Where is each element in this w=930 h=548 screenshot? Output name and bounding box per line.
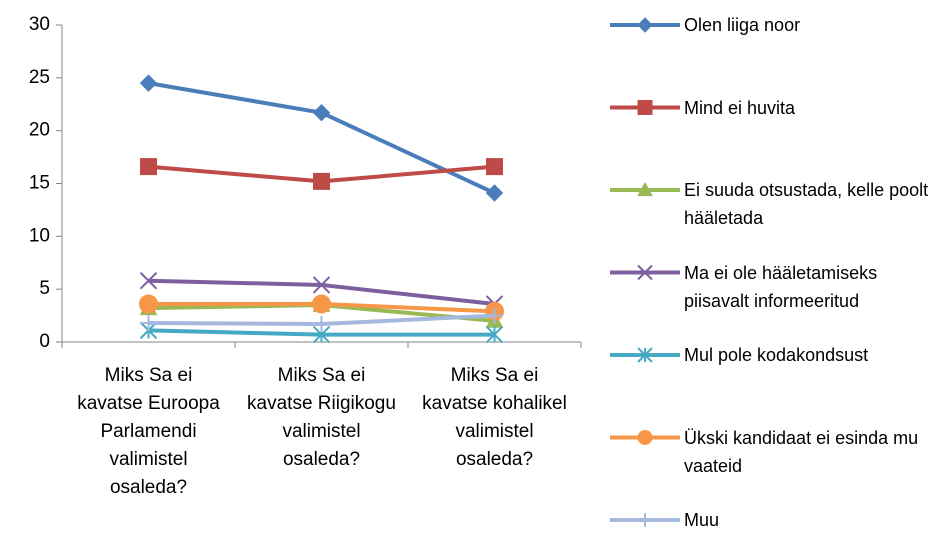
marker (637, 264, 653, 281)
legend-label: Ei suuda otsustada, kelle poolt hääletad… (684, 180, 929, 228)
marker (637, 347, 653, 363)
marker (139, 272, 158, 290)
marker (637, 181, 653, 197)
y-tick-label: 15 (29, 173, 50, 194)
marker (139, 74, 158, 92)
marker (139, 294, 158, 314)
legend-label: Mind ei huvita (684, 97, 796, 118)
marker (140, 314, 157, 331)
marker (312, 294, 331, 314)
legend-label: Mul pole kodakondsust (684, 345, 869, 365)
marker (485, 325, 504, 344)
legend-label: Ükski kandidaat ei esinda mu vaateid (684, 427, 919, 476)
marker (312, 276, 331, 294)
legend-label: Ma ei ole hääletamiseks piisavalt inform… (684, 262, 878, 311)
marker (312, 103, 331, 122)
marker (638, 513, 652, 527)
marker (637, 17, 653, 33)
legend-label: Muu (684, 510, 720, 530)
legend-label: Olen liiga noor (684, 15, 801, 35)
x-tick-label: Miks Sa ei kavatse Riigikogu valimistel … (247, 365, 396, 470)
y-tick-label: 10 (29, 225, 50, 246)
marker (313, 316, 330, 333)
x-tick-label: Miks Sa ei kavatse kohalikel valimistel … (422, 365, 567, 470)
y-tick-label: 0 (39, 331, 50, 352)
marker (486, 158, 503, 176)
y-tick-label: 5 (39, 278, 50, 299)
x-tick-label: Miks Sa ei kavatse Euroopa Parlamendi va… (77, 365, 220, 498)
marker (485, 184, 504, 202)
marker (313, 172, 330, 190)
marker (637, 430, 653, 445)
marker (637, 100, 653, 115)
marker (486, 307, 503, 324)
y-tick-label: 25 (29, 67, 50, 88)
y-tick-label: 30 (29, 14, 50, 35)
y-tick-label: 20 (29, 120, 50, 141)
marker (140, 158, 157, 176)
